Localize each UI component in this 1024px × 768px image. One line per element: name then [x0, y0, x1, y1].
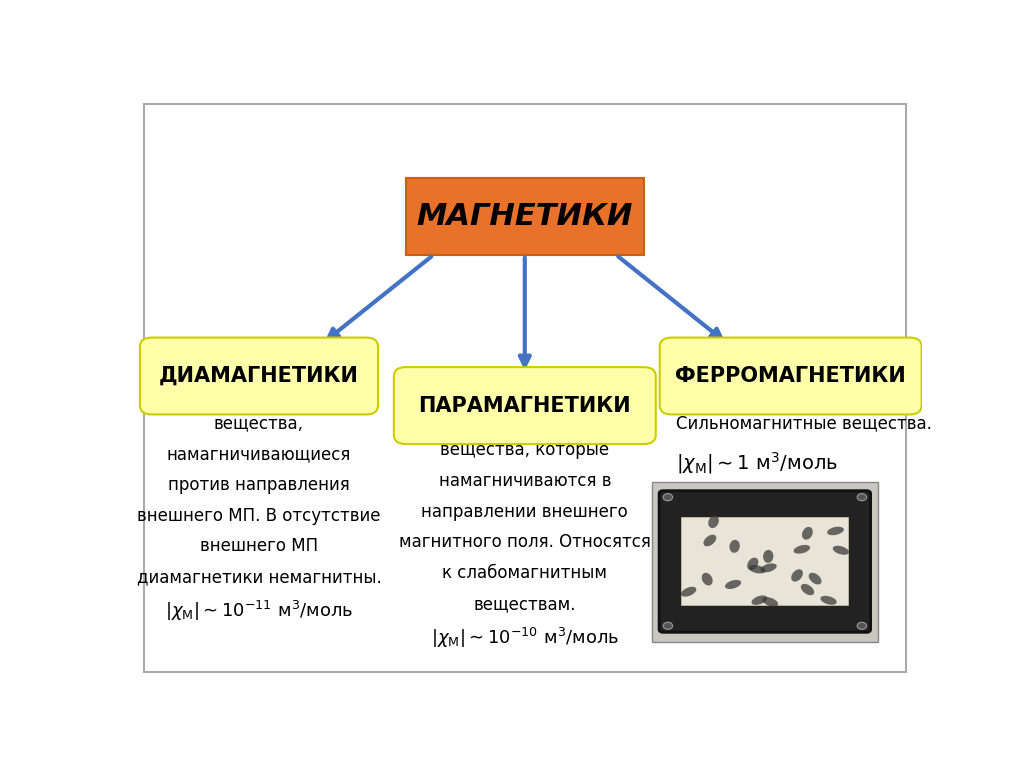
Ellipse shape [762, 598, 778, 607]
Ellipse shape [794, 545, 810, 554]
Ellipse shape [802, 527, 813, 540]
FancyBboxPatch shape [681, 517, 848, 605]
Circle shape [857, 494, 866, 501]
Text: $|\chi_\mathrm{M}|\sim 1\ \mathrm{м}^3/\mathrm{моль}$: $|\chi_\mathrm{M}|\sim 1\ \mathrm{м}^3/\… [676, 450, 838, 476]
Ellipse shape [820, 596, 837, 604]
Text: Сильномагнитные вещества.: Сильномагнитные вещества. [676, 415, 932, 432]
Ellipse shape [801, 584, 814, 595]
Circle shape [664, 622, 673, 629]
FancyBboxPatch shape [652, 482, 878, 642]
Ellipse shape [701, 573, 713, 585]
Text: намагничиваются в: намагничиваются в [438, 472, 611, 490]
Ellipse shape [792, 569, 803, 581]
Circle shape [857, 622, 866, 629]
Ellipse shape [681, 587, 696, 597]
Text: МАГНЕТИКИ: МАГНЕТИКИ [417, 202, 633, 231]
Ellipse shape [725, 580, 741, 589]
Text: намагничивающиеся: намагничивающиеся [167, 445, 351, 463]
Ellipse shape [809, 573, 821, 584]
Text: $|\chi_\mathrm{M}|\sim10^{-10}\ \mathrm{м}^3/\mathrm{моль}$: $|\chi_\mathrm{M}|\sim10^{-10}\ \mathrm{… [431, 626, 618, 650]
Text: ПАРАМАГНЕТИКИ: ПАРАМАГНЕТИКИ [419, 396, 631, 415]
Text: ДИАМАГНЕТИКИ: ДИАМАГНЕТИКИ [159, 366, 358, 386]
Ellipse shape [749, 565, 766, 574]
Text: к слабомагнитным: к слабомагнитным [442, 564, 607, 582]
Text: направлении внешнего: направлении внешнего [422, 502, 628, 521]
Text: $|\chi_\mathrm{M}|\sim10^{-11}\ \mathrm{м}^3/\mathrm{моль}$: $|\chi_\mathrm{M}|\sim10^{-11}\ \mathrm{… [165, 599, 353, 623]
Circle shape [664, 494, 673, 501]
FancyBboxPatch shape [394, 367, 655, 444]
Text: внешнего МП: внешнего МП [200, 538, 318, 555]
Ellipse shape [748, 558, 759, 571]
Text: магнитного поля. Относятся: магнитного поля. Относятся [399, 533, 650, 551]
Ellipse shape [827, 527, 844, 535]
Text: диамагнетики немагнитны.: диамагнетики немагнитны. [136, 568, 381, 586]
FancyBboxPatch shape [406, 178, 644, 255]
Ellipse shape [703, 535, 717, 546]
Text: ФЕРРОМАГНЕТИКИ: ФЕРРОМАГНЕТИКИ [675, 366, 906, 386]
Text: против направления: против направления [168, 476, 350, 494]
Ellipse shape [761, 564, 776, 572]
Ellipse shape [763, 550, 773, 563]
FancyBboxPatch shape [659, 338, 922, 415]
Text: вещества,: вещества, [214, 415, 304, 432]
Text: веществам.: веществам. [473, 595, 577, 613]
FancyBboxPatch shape [143, 104, 905, 672]
Ellipse shape [709, 515, 719, 528]
Ellipse shape [752, 595, 767, 605]
Ellipse shape [833, 546, 849, 554]
Text: вещества, которые: вещества, которые [440, 441, 609, 459]
FancyBboxPatch shape [659, 491, 870, 632]
FancyBboxPatch shape [140, 338, 378, 415]
Text: внешнего МП. В отсутствие: внешнего МП. В отсутствие [137, 507, 381, 525]
Ellipse shape [729, 540, 739, 553]
